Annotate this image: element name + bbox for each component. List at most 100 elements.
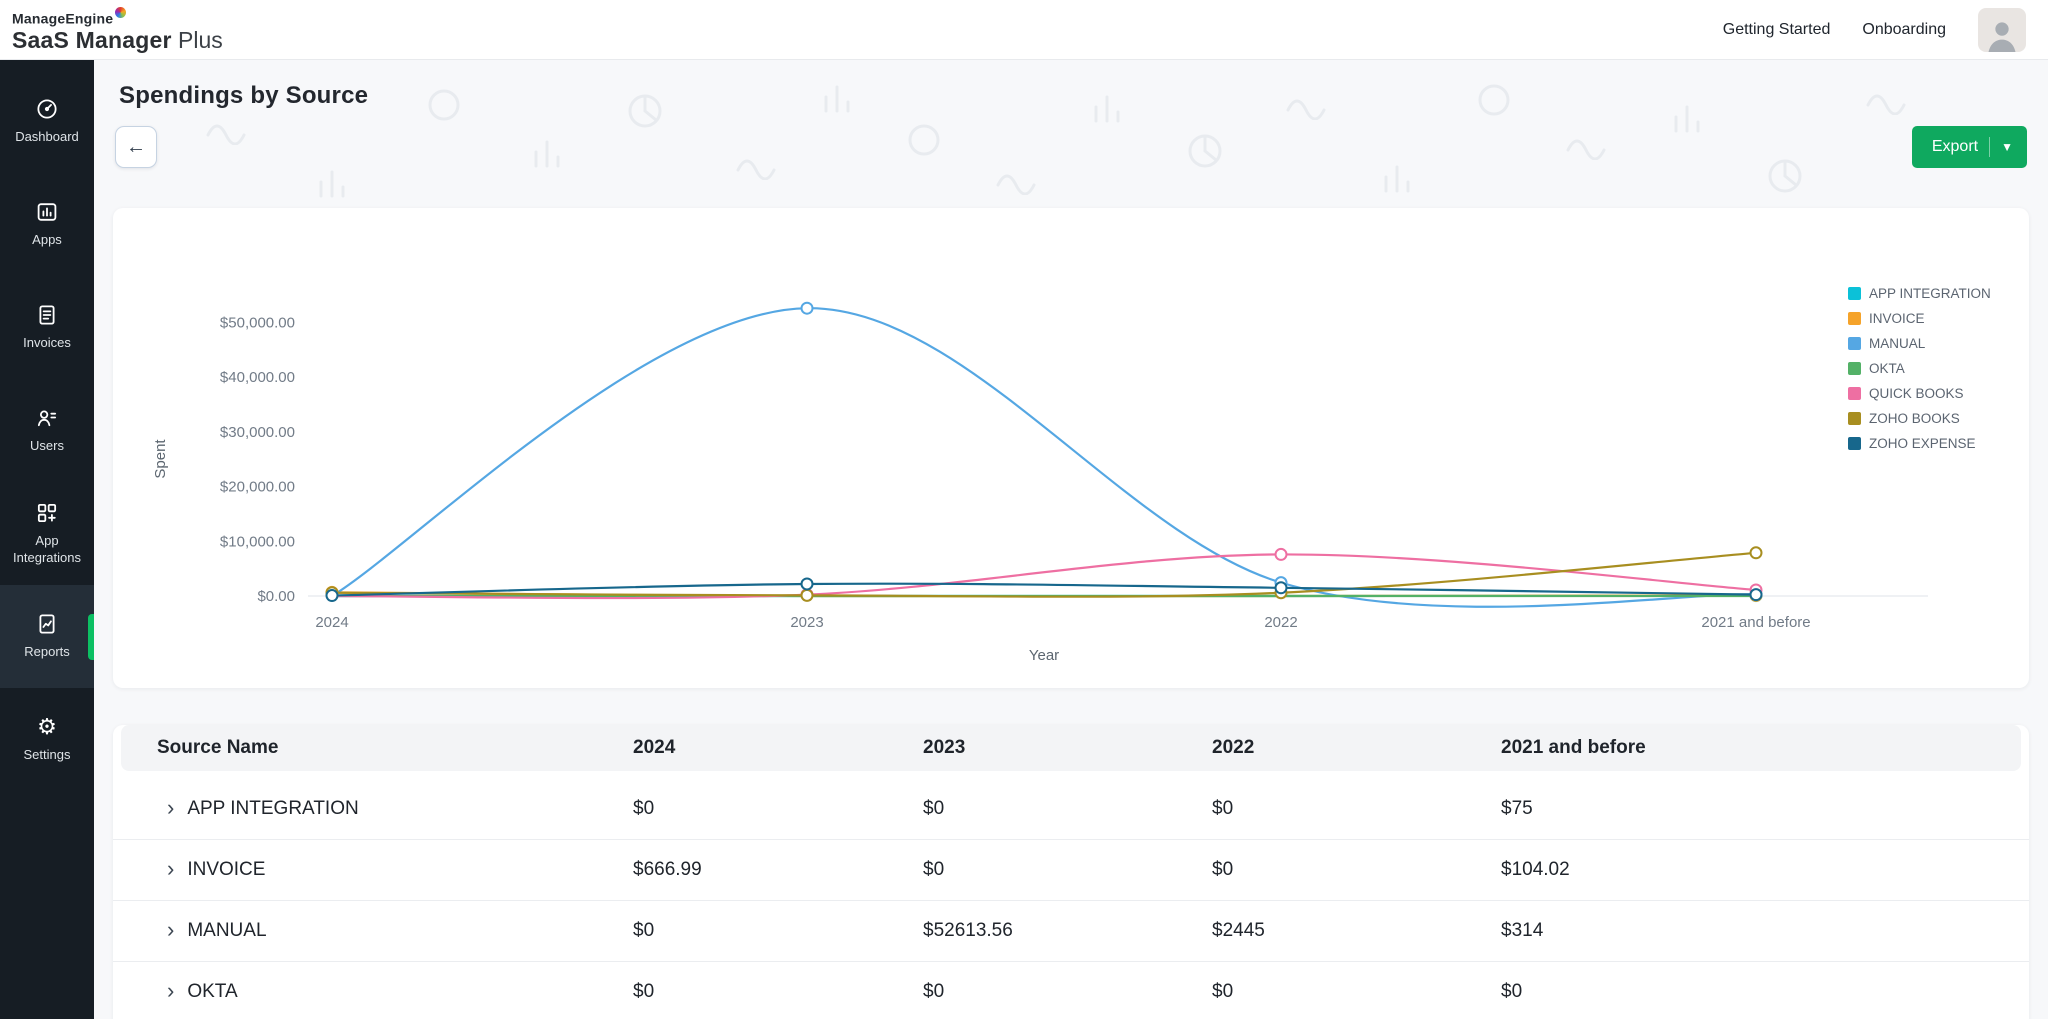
legend-swatch <box>1848 337 1861 350</box>
getting-started-link[interactable]: Getting Started <box>1722 20 1831 38</box>
sidebar-item-settings[interactable]: ⚙ Settings <box>0 688 94 791</box>
page-title: Spendings by Source <box>119 82 369 109</box>
dashboard-icon <box>35 97 59 121</box>
svg-text:$50,000.00: $50,000.00 <box>220 315 295 332</box>
spendings-line-chart[interactable]: $0.00 $10,000.00 $20,000.00 $30,000.00 $40,0… <box>113 208 2029 688</box>
sidebar-item-label: Reports <box>24 644 70 660</box>
legend-item-app-integration[interactable]: APP INTEGRATION <box>1848 286 1991 301</box>
legend-label: MANUAL <box>1869 336 1926 351</box>
legend-item-okta[interactable]: OKTA <box>1848 361 1991 376</box>
sidebar: Dashboard Apps Invoices Users App Integratio… <box>0 60 94 1019</box>
legend-label: ZOHO EXPENSE <box>1869 436 1976 451</box>
svg-text:$20,000.00: $20,000.00 <box>220 479 295 496</box>
main-area: Spendings by Source ← Export ▼ $0.00 $10,… <box>94 60 2048 1019</box>
column-header-2021-and-before: 2021 and before <box>1501 737 1646 758</box>
sidebar-item-reports[interactable]: Reports <box>0 585 94 688</box>
apps-icon <box>35 200 59 224</box>
value-cell: $0 <box>633 798 655 819</box>
legend-item-zoho-books[interactable]: ZOHO BOOKS <box>1848 411 1991 426</box>
onboarding-link[interactable]: Onboarding <box>1862 20 1946 38</box>
chart-legend: APP INTEGRATION INVOICE MANUAL OKTA QUICK BO… <box>1848 286 1991 451</box>
sidebar-item-app-integrations[interactable]: App Integrations <box>0 482 94 585</box>
user-avatar[interactable] <box>1978 7 2026 52</box>
table-row-manual: › MANUAL $0 $52613.56 $2445 $314 <box>113 901 2029 962</box>
value-cell: $0 <box>923 981 945 1002</box>
svg-text:2023: 2023 <box>790 614 823 631</box>
back-button[interactable]: ← <box>115 126 157 168</box>
value-cell: $75 <box>1501 798 1533 819</box>
column-header-2023: 2023 <box>923 737 966 758</box>
legend-swatch <box>1848 387 1861 400</box>
export-label: Export <box>1931 138 1979 155</box>
brand-manageengine: ManageEngine <box>12 10 114 27</box>
brand-product-suffix: Plus <box>178 27 223 54</box>
svg-text:2022: 2022 <box>1264 614 1297 631</box>
source-name: INVOICE <box>187 859 266 880</box>
table-body: › APP INTEGRATION $0 $0 $0 $75 › INVOICE $666.99… <box>113 779 2029 1019</box>
users-icon <box>35 406 59 430</box>
value-cell: $666.99 <box>633 859 702 880</box>
row-expand-chevron-icon[interactable]: › <box>167 856 175 881</box>
table-row-okta: › OKTA $0 $0 $0 $0 <box>113 962 2029 1019</box>
reports-icon <box>35 612 59 636</box>
svg-text:Spent: Spent <box>152 439 169 479</box>
value-cell: $0 <box>1212 859 1234 880</box>
legend-swatch <box>1848 312 1861 325</box>
spendings-chart-card: $0.00 $10,000.00 $20,000.00 $30,000.00 $40,0… <box>113 208 2029 688</box>
value-cell: $52613.56 <box>923 920 1013 941</box>
value-cell: $0 <box>633 920 655 941</box>
header-nav: Getting Started Onboarding <box>1722 7 2026 52</box>
sidebar-item-label: Users <box>30 438 64 454</box>
source-name-cell: › INVOICE <box>167 856 633 881</box>
sidebar-item-label: Settings <box>23 747 71 763</box>
export-button-divider <box>1989 137 1991 157</box>
legend-label: OKTA <box>1869 361 1905 376</box>
table-header-row: Source Name 2024 2023 2022 2021 and before <box>121 725 2021 771</box>
svg-text:2021 and before: 2021 and before <box>1701 614 1810 631</box>
source-name-cell: › OKTA <box>167 978 633 1003</box>
row-expand-chevron-icon[interactable]: › <box>167 978 175 1003</box>
value-cell: $0 <box>1212 981 1234 1002</box>
sidebar-item-users[interactable]: Users <box>0 379 94 482</box>
legend-label: APP INTEGRATION <box>1869 286 1991 301</box>
legend-swatch <box>1848 437 1861 450</box>
sidebar-item-label: Dashboard <box>15 129 79 145</box>
source-name: OKTA <box>187 981 238 1002</box>
value-cell: $0 <box>633 981 655 1002</box>
manageengine-logo-mark <box>115 6 127 18</box>
sidebar-item-label: Invoices <box>23 335 71 351</box>
export-button[interactable]: Export ▼ <box>1911 126 2027 168</box>
sidebar-item-apps[interactable]: Apps <box>0 173 94 276</box>
brand-product-name: SaaS Manager <box>12 27 172 54</box>
brand-logo[interactable]: ManageEngine SaaS Manager Plus <box>12 6 223 54</box>
source-name: MANUAL <box>187 920 267 941</box>
legend-swatch <box>1848 362 1861 375</box>
value-cell: $314 <box>1501 920 1544 941</box>
legend-label: ZOHO BOOKS <box>1869 411 1960 426</box>
value-cell: $0 <box>923 859 945 880</box>
value-cell: $0 <box>1501 981 1523 1002</box>
column-header-2022: 2022 <box>1212 737 1255 758</box>
source-name: APP INTEGRATION <box>187 798 359 819</box>
svg-text:$30,000.00: $30,000.00 <box>220 424 295 441</box>
sidebar-item-dashboard[interactable]: Dashboard <box>0 70 94 173</box>
row-expand-chevron-icon[interactable]: › <box>167 795 175 820</box>
chevron-down-icon: ▼ <box>2001 140 2013 154</box>
source-name-cell: › MANUAL <box>167 917 633 942</box>
spendings-table-card: Source Name 2024 2023 2022 2021 and before ›… <box>113 725 2029 1019</box>
top-header: ManageEngine SaaS Manager Plus Getting S… <box>0 0 2048 60</box>
legend-item-invoice[interactable]: INVOICE <box>1848 311 1991 326</box>
sidebar-item-label: Apps <box>32 232 62 248</box>
svg-text:$40,000.00: $40,000.00 <box>220 369 295 386</box>
svg-text:$10,000.00: $10,000.00 <box>220 533 295 550</box>
person-icon <box>1988 21 2016 52</box>
sidebar-item-invoices[interactable]: Invoices <box>0 276 94 379</box>
legend-label: INVOICE <box>1869 311 1925 326</box>
legend-item-zoho-expense[interactable]: ZOHO EXPENSE <box>1848 436 1991 451</box>
column-header-2024: 2024 <box>633 737 676 758</box>
row-expand-chevron-icon[interactable]: › <box>167 917 175 942</box>
legend-item-quick-books[interactable]: QUICK BOOKS <box>1848 386 1991 401</box>
legend-item-manual[interactable]: MANUAL <box>1848 336 1991 351</box>
back-arrow-icon: ← <box>126 135 146 158</box>
